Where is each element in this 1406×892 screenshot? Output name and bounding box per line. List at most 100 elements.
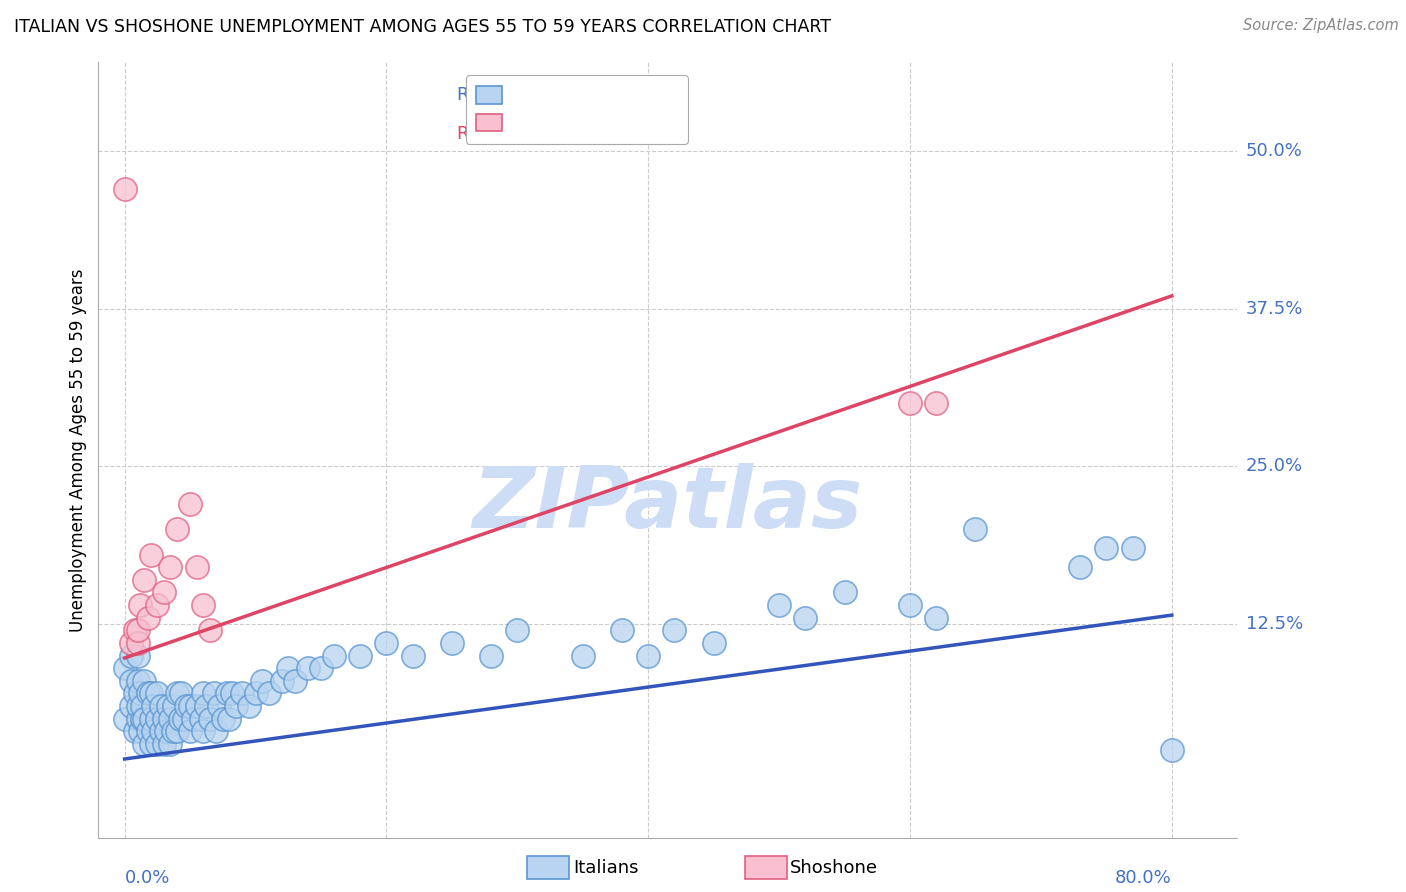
Point bbox=[270, 673, 292, 688]
Point bbox=[139, 712, 162, 726]
Point bbox=[129, 686, 152, 700]
Point bbox=[153, 585, 176, 599]
Point bbox=[186, 698, 208, 713]
Point bbox=[198, 624, 221, 638]
Point bbox=[139, 686, 162, 700]
Point bbox=[156, 698, 179, 713]
Y-axis label: Unemployment Among Ages 55 to 59 years: Unemployment Among Ages 55 to 59 years bbox=[69, 268, 87, 632]
Point bbox=[925, 610, 948, 624]
Point bbox=[198, 712, 221, 726]
Point bbox=[205, 724, 228, 739]
Point bbox=[134, 573, 156, 587]
Point bbox=[794, 610, 817, 624]
Text: R = 0.465: R = 0.465 bbox=[457, 86, 547, 104]
Point bbox=[120, 648, 142, 663]
Point bbox=[150, 698, 173, 713]
Point bbox=[124, 724, 146, 739]
Point bbox=[120, 636, 142, 650]
Text: Source: ZipAtlas.com: Source: ZipAtlas.com bbox=[1243, 18, 1399, 33]
Point bbox=[186, 560, 208, 574]
Point bbox=[440, 636, 463, 650]
Point bbox=[194, 698, 217, 713]
Point bbox=[925, 396, 948, 410]
Point bbox=[159, 737, 181, 751]
Point bbox=[181, 712, 204, 726]
Point bbox=[834, 585, 856, 599]
Point bbox=[163, 698, 186, 713]
Point bbox=[637, 648, 659, 663]
Point bbox=[375, 636, 398, 650]
Point bbox=[284, 673, 307, 688]
Point bbox=[191, 724, 214, 739]
Point bbox=[401, 648, 423, 663]
Point bbox=[166, 724, 188, 739]
Point bbox=[134, 737, 156, 751]
Text: 0.0%: 0.0% bbox=[125, 869, 170, 887]
Point bbox=[1122, 541, 1144, 556]
Point bbox=[664, 624, 686, 638]
Point bbox=[257, 686, 280, 700]
Point bbox=[349, 648, 371, 663]
Point bbox=[479, 648, 502, 663]
Point bbox=[173, 712, 195, 726]
Point bbox=[1160, 743, 1182, 757]
Point bbox=[215, 686, 238, 700]
Point bbox=[225, 698, 247, 713]
Point bbox=[153, 712, 176, 726]
Point bbox=[898, 598, 921, 612]
Point bbox=[146, 598, 169, 612]
Point bbox=[191, 598, 214, 612]
Point bbox=[768, 598, 790, 612]
Point bbox=[169, 712, 191, 726]
Point bbox=[208, 698, 231, 713]
Point bbox=[277, 661, 299, 675]
Text: R = 0.552: R = 0.552 bbox=[457, 125, 548, 143]
Point bbox=[202, 686, 225, 700]
Text: ZIPatlas: ZIPatlas bbox=[472, 463, 863, 546]
Point bbox=[174, 698, 197, 713]
Point bbox=[120, 698, 142, 713]
Point bbox=[139, 548, 162, 562]
Point bbox=[703, 636, 725, 650]
Point bbox=[153, 737, 176, 751]
Point bbox=[114, 181, 136, 195]
Text: Shoshone: Shoshone bbox=[790, 859, 879, 877]
Point bbox=[131, 712, 153, 726]
Text: ITALIAN VS SHOSHONE UNEMPLOYMENT AMONG AGES 55 TO 59 YEARS CORRELATION CHART: ITALIAN VS SHOSHONE UNEMPLOYMENT AMONG A… bbox=[14, 18, 831, 36]
Point bbox=[127, 712, 149, 726]
Text: Italians: Italians bbox=[574, 859, 640, 877]
Text: 50.0%: 50.0% bbox=[1246, 142, 1302, 160]
Point bbox=[114, 712, 136, 726]
Point bbox=[127, 624, 149, 638]
Point bbox=[297, 661, 319, 675]
Point bbox=[179, 698, 201, 713]
Point bbox=[166, 686, 188, 700]
Point bbox=[120, 673, 142, 688]
Point bbox=[142, 724, 165, 739]
Legend:                             ,                             : , bbox=[465, 75, 688, 144]
Point bbox=[124, 624, 146, 638]
Point bbox=[245, 686, 267, 700]
Point bbox=[238, 698, 260, 713]
Text: 80.0%: 80.0% bbox=[1115, 869, 1171, 887]
Point bbox=[127, 636, 149, 650]
Point bbox=[127, 648, 149, 663]
Point bbox=[898, 396, 921, 410]
Point bbox=[211, 712, 233, 726]
Point bbox=[136, 724, 159, 739]
Point bbox=[610, 624, 633, 638]
Text: 12.5%: 12.5% bbox=[1246, 615, 1303, 633]
Text: N = 93: N = 93 bbox=[588, 86, 651, 104]
Point bbox=[179, 724, 201, 739]
Text: 37.5%: 37.5% bbox=[1246, 300, 1303, 318]
Point bbox=[1095, 541, 1118, 556]
Point bbox=[150, 724, 173, 739]
Point bbox=[159, 560, 181, 574]
Point bbox=[162, 724, 184, 739]
Point bbox=[190, 712, 212, 726]
Point bbox=[124, 686, 146, 700]
Point bbox=[506, 624, 529, 638]
Point bbox=[250, 673, 273, 688]
Point bbox=[159, 712, 181, 726]
Point bbox=[114, 661, 136, 675]
